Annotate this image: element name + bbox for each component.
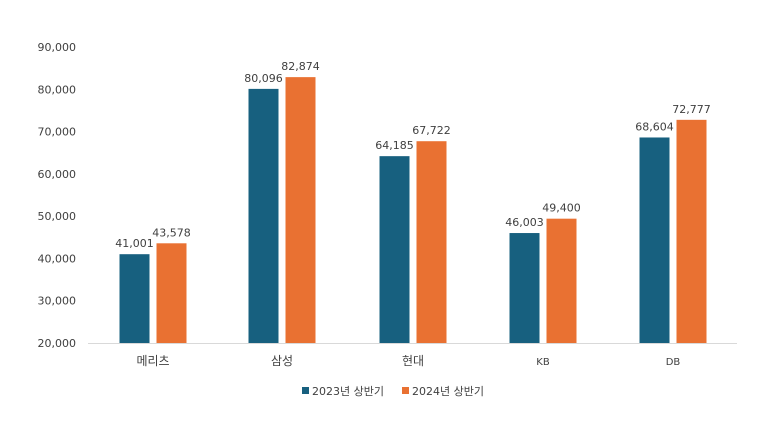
data-label: 67,722 xyxy=(412,124,451,137)
bar-2024-2 xyxy=(416,141,447,343)
bar-2023-0 xyxy=(119,254,150,343)
legend-swatch xyxy=(302,387,309,394)
x-tick-label: DB xyxy=(666,357,681,368)
data-label: 41,001 xyxy=(115,237,154,250)
bar-2024-0 xyxy=(156,243,187,343)
x-axis: 메리츠 삼성 현대 KB DB xyxy=(88,343,737,368)
bar-2023-3 xyxy=(509,233,540,343)
data-label: 49,400 xyxy=(542,202,581,215)
x-tick-label: 메리츠 xyxy=(136,354,169,368)
y-tick-label: 50,000 xyxy=(38,210,77,223)
y-tick-label: 40,000 xyxy=(38,252,77,265)
y-axis: 20,000 30,000 40,000 50,000 60,000 70,000 80,0… xyxy=(38,41,77,350)
bar-2023-1 xyxy=(248,88,279,344)
x-tick-label: 현대 xyxy=(402,354,424,368)
y-tick-label: 70,000 xyxy=(38,126,77,139)
data-label: 82,874 xyxy=(281,60,320,73)
legend-label: 2023년 상반기 xyxy=(312,385,384,398)
bars xyxy=(119,77,707,344)
bar-2024-1 xyxy=(285,77,316,343)
y-tick-label: 30,000 xyxy=(38,295,77,308)
data-labels: 41,001 80,096 64,185 46,003 68,604 43,578 82,8… xyxy=(115,60,711,250)
data-label: 46,003 xyxy=(505,216,544,229)
x-tick-label: 삼성 xyxy=(271,354,293,368)
data-label: 43,578 xyxy=(152,226,191,239)
bar-2024-4 xyxy=(676,119,707,344)
y-tick-label: 80,000 xyxy=(38,83,77,96)
bar-2023-2 xyxy=(379,156,410,343)
data-label: 64,185 xyxy=(375,139,414,152)
legend-label: 2024년 상반기 xyxy=(412,385,484,398)
legend-swatch xyxy=(402,387,409,394)
bar-2024-3 xyxy=(546,218,577,343)
legend: 2023년 상반기 2024년 상반기 xyxy=(302,385,484,398)
y-tick-label: 20,000 xyxy=(38,337,77,350)
data-label: 72,777 xyxy=(672,103,711,116)
y-tick-label: 60,000 xyxy=(38,168,77,181)
data-label: 80,096 xyxy=(244,72,283,85)
data-label: 68,604 xyxy=(635,120,674,133)
y-tick-label: 90,000 xyxy=(38,41,77,54)
x-tick-label: KB xyxy=(536,357,550,368)
bar-2023-4 xyxy=(639,137,670,343)
